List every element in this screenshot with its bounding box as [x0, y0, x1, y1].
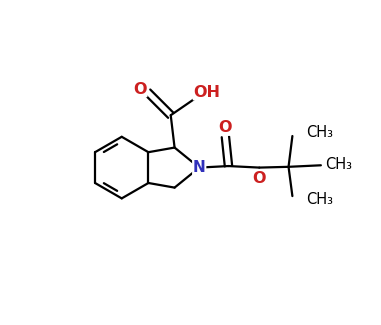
Text: O: O [133, 82, 147, 97]
Text: OH: OH [194, 84, 221, 100]
Text: O: O [219, 120, 232, 135]
Text: CH₃: CH₃ [306, 192, 333, 207]
Text: N: N [193, 160, 206, 175]
Text: CH₃: CH₃ [306, 125, 333, 140]
Text: CH₃: CH₃ [325, 157, 352, 172]
Text: O: O [253, 171, 266, 186]
